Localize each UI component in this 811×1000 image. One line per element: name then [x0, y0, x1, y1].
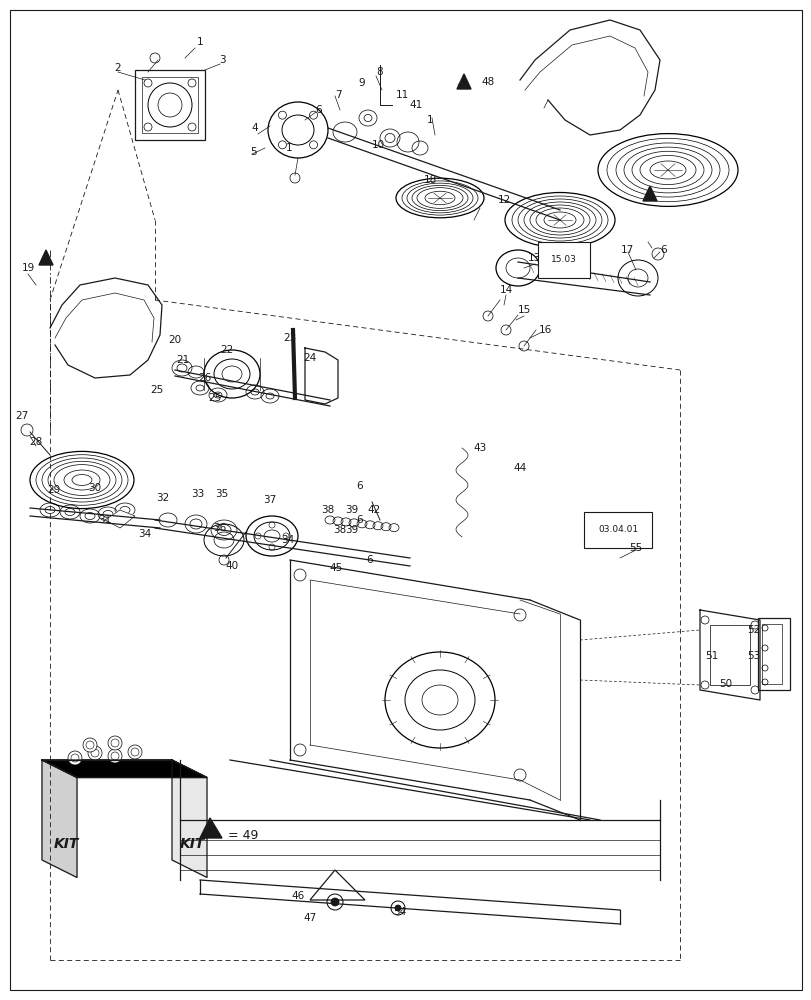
Circle shape: [83, 738, 97, 752]
Text: 6: 6: [660, 245, 667, 255]
Polygon shape: [200, 818, 221, 838]
Text: 6: 6: [367, 555, 373, 565]
Text: 03.04.01: 03.04.01: [597, 526, 637, 534]
Text: 5: 5: [251, 147, 257, 157]
Text: 31: 31: [98, 515, 111, 525]
Circle shape: [394, 905, 401, 911]
Text: 6: 6: [356, 515, 363, 525]
Text: 16: 16: [538, 325, 551, 335]
Bar: [761, 624, 781, 684]
Text: 27: 27: [15, 411, 28, 421]
Text: 7: 7: [334, 90, 341, 100]
Text: 38: 38: [321, 505, 334, 515]
Text: 20: 20: [168, 335, 182, 345]
Text: 36: 36: [213, 523, 226, 533]
Text: 47: 47: [303, 913, 316, 923]
Text: 46: 46: [291, 891, 304, 901]
Text: 39: 39: [345, 505, 358, 515]
Text: 34: 34: [281, 535, 294, 545]
Bar: [757, 618, 789, 690]
Text: 22: 22: [220, 345, 234, 355]
Text: 1: 1: [285, 143, 292, 153]
Circle shape: [331, 898, 338, 906]
Polygon shape: [457, 74, 470, 89]
Text: 1: 1: [196, 37, 203, 47]
Polygon shape: [42, 760, 207, 777]
Polygon shape: [642, 186, 656, 201]
Circle shape: [108, 736, 122, 750]
Polygon shape: [39, 250, 53, 265]
Text: 55: 55: [629, 543, 642, 553]
Bar: [709, 625, 749, 685]
Polygon shape: [699, 610, 759, 700]
Text: 50: 50: [719, 679, 732, 689]
Text: 52: 52: [746, 625, 760, 635]
Text: 15: 15: [517, 305, 530, 315]
Text: 15.03: 15.03: [551, 255, 577, 264]
Text: 19: 19: [21, 263, 35, 273]
Text: 33: 33: [191, 489, 204, 499]
Text: 11: 11: [395, 90, 408, 100]
Text: 14: 14: [499, 285, 512, 295]
Text: 25: 25: [150, 385, 164, 395]
Circle shape: [88, 746, 102, 760]
Text: = 49: = 49: [228, 829, 258, 842]
Text: 4: 4: [251, 123, 258, 133]
Text: 6: 6: [315, 105, 322, 115]
Text: 28: 28: [29, 437, 42, 447]
Text: 35: 35: [215, 489, 229, 499]
Polygon shape: [172, 760, 207, 877]
Text: 53: 53: [746, 651, 760, 661]
Text: 24: 24: [303, 353, 316, 363]
Polygon shape: [105, 510, 135, 528]
Text: 30: 30: [88, 483, 101, 493]
Ellipse shape: [649, 161, 685, 179]
Circle shape: [128, 745, 142, 759]
Ellipse shape: [543, 212, 575, 228]
Text: 21: 21: [176, 355, 190, 365]
Circle shape: [108, 749, 122, 763]
Text: 25: 25: [208, 393, 221, 403]
Text: 23: 23: [283, 333, 296, 343]
Text: KIT: KIT: [54, 837, 79, 851]
Text: 32: 32: [157, 493, 169, 503]
Text: 3: 3: [218, 55, 225, 65]
Text: 10: 10: [371, 140, 384, 150]
Text: 42: 42: [367, 505, 380, 515]
Text: 6: 6: [356, 481, 363, 491]
Text: 44: 44: [513, 463, 526, 473]
Text: 29: 29: [47, 485, 61, 495]
Text: 13: 13: [526, 253, 540, 263]
Text: 48: 48: [481, 77, 494, 87]
Text: 40: 40: [225, 561, 238, 571]
Text: 26: 26: [198, 373, 212, 383]
Text: 12: 12: [497, 195, 510, 205]
Ellipse shape: [64, 470, 100, 490]
Circle shape: [68, 751, 82, 765]
Text: KIT: KIT: [180, 837, 205, 851]
Text: 54: 54: [393, 907, 406, 917]
Text: 39: 39: [345, 525, 358, 535]
Text: 8: 8: [376, 67, 383, 77]
Ellipse shape: [424, 191, 454, 205]
Polygon shape: [42, 760, 77, 877]
Text: 1: 1: [426, 115, 433, 125]
Text: 51: 51: [705, 651, 718, 661]
Text: 9: 9: [358, 78, 365, 88]
Polygon shape: [305, 348, 337, 404]
Text: 43: 43: [473, 443, 486, 453]
Text: 41: 41: [409, 100, 422, 110]
Text: 17: 17: [620, 245, 633, 255]
Text: 2: 2: [114, 63, 121, 73]
Text: 37: 37: [263, 495, 277, 505]
Text: 45: 45: [329, 563, 342, 573]
Text: 38: 38: [333, 525, 346, 535]
Text: 34: 34: [138, 529, 152, 539]
Text: 18: 18: [423, 175, 436, 185]
